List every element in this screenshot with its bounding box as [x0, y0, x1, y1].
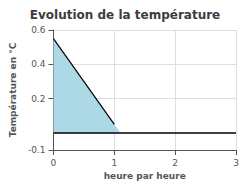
- svg-text:3: 3: [233, 158, 239, 168]
- svg-text:Température en °C: Température en °C: [8, 42, 18, 137]
- svg-text:2: 2: [172, 158, 178, 168]
- svg-text:-0.1: -0.1: [28, 145, 46, 155]
- svg-text:0.6: 0.6: [31, 25, 46, 35]
- svg-text:Evolution de la température: Evolution de la température: [30, 8, 221, 22]
- svg-text:0.4: 0.4: [31, 59, 46, 69]
- svg-text:heure par heure: heure par heure: [104, 171, 186, 181]
- svg-text:1: 1: [111, 158, 117, 168]
- svg-text:0.2: 0.2: [31, 94, 45, 104]
- svg-text:0: 0: [51, 158, 57, 168]
